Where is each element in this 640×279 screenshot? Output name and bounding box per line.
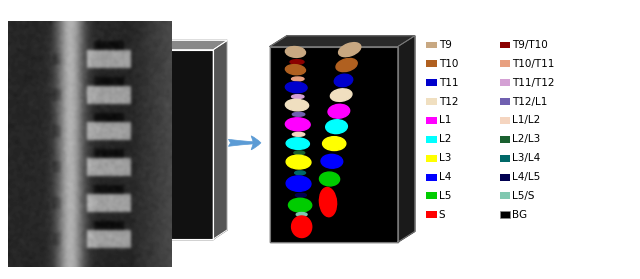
Text: BG: BG xyxy=(513,210,527,220)
Text: T12/L1: T12/L1 xyxy=(513,97,548,107)
Ellipse shape xyxy=(326,120,348,134)
Text: L2: L2 xyxy=(439,134,451,144)
Ellipse shape xyxy=(292,77,304,81)
Ellipse shape xyxy=(285,47,305,57)
Bar xyxy=(500,174,510,181)
Text: T12: T12 xyxy=(439,97,458,107)
Bar xyxy=(500,193,510,199)
Polygon shape xyxy=(86,40,227,50)
Bar xyxy=(500,211,510,218)
Ellipse shape xyxy=(285,65,305,75)
Ellipse shape xyxy=(292,216,312,237)
Ellipse shape xyxy=(319,172,340,186)
Text: L4/L5: L4/L5 xyxy=(513,172,541,182)
Bar xyxy=(500,136,510,143)
Text: T9/T10: T9/T10 xyxy=(513,40,548,50)
Text: L3/L4: L3/L4 xyxy=(513,153,541,163)
Bar xyxy=(500,117,510,124)
Text: L5/S: L5/S xyxy=(513,191,535,201)
Text: T11: T11 xyxy=(439,78,458,88)
Ellipse shape xyxy=(328,104,349,118)
Bar xyxy=(500,98,510,105)
Bar xyxy=(426,117,436,124)
Text: S: S xyxy=(439,210,445,220)
Ellipse shape xyxy=(294,151,305,155)
Polygon shape xyxy=(397,36,415,242)
Ellipse shape xyxy=(286,176,311,191)
Ellipse shape xyxy=(285,118,310,131)
Ellipse shape xyxy=(323,137,346,150)
Ellipse shape xyxy=(334,74,353,87)
Text: L1/L2: L1/L2 xyxy=(513,116,541,126)
Text: L5: L5 xyxy=(439,191,451,201)
Ellipse shape xyxy=(330,89,352,101)
Bar xyxy=(500,61,510,67)
Bar xyxy=(426,155,436,162)
Bar xyxy=(426,193,436,199)
Text: L2/L3: L2/L3 xyxy=(513,134,541,144)
Bar xyxy=(426,42,436,49)
Ellipse shape xyxy=(294,171,305,175)
Text: L1: L1 xyxy=(439,116,451,126)
Polygon shape xyxy=(213,40,227,239)
Ellipse shape xyxy=(292,95,304,98)
Text: L3: L3 xyxy=(439,153,451,163)
Text: T10: T10 xyxy=(439,59,458,69)
Ellipse shape xyxy=(292,112,305,116)
Polygon shape xyxy=(270,36,415,47)
Ellipse shape xyxy=(285,82,307,93)
Bar xyxy=(86,50,213,239)
Ellipse shape xyxy=(289,198,312,212)
Bar xyxy=(426,211,436,218)
Bar xyxy=(426,174,436,181)
Ellipse shape xyxy=(285,99,308,111)
Ellipse shape xyxy=(336,59,357,72)
Bar xyxy=(426,136,436,143)
Bar xyxy=(426,98,436,105)
Ellipse shape xyxy=(321,154,343,168)
Text: L4: L4 xyxy=(439,172,451,182)
Bar xyxy=(270,47,397,242)
Ellipse shape xyxy=(290,60,304,64)
Bar xyxy=(426,79,436,86)
Ellipse shape xyxy=(296,193,307,197)
Ellipse shape xyxy=(319,187,337,217)
Text: T11/T12: T11/T12 xyxy=(513,78,555,88)
Ellipse shape xyxy=(286,138,309,149)
Ellipse shape xyxy=(286,155,311,169)
Bar xyxy=(500,42,510,49)
Bar xyxy=(500,79,510,86)
Text: T9: T9 xyxy=(439,40,452,50)
Ellipse shape xyxy=(292,133,305,136)
Ellipse shape xyxy=(296,213,307,216)
Bar xyxy=(500,155,510,162)
Ellipse shape xyxy=(339,43,361,57)
Text: T10/T11: T10/T11 xyxy=(513,59,555,69)
Bar xyxy=(426,61,436,67)
